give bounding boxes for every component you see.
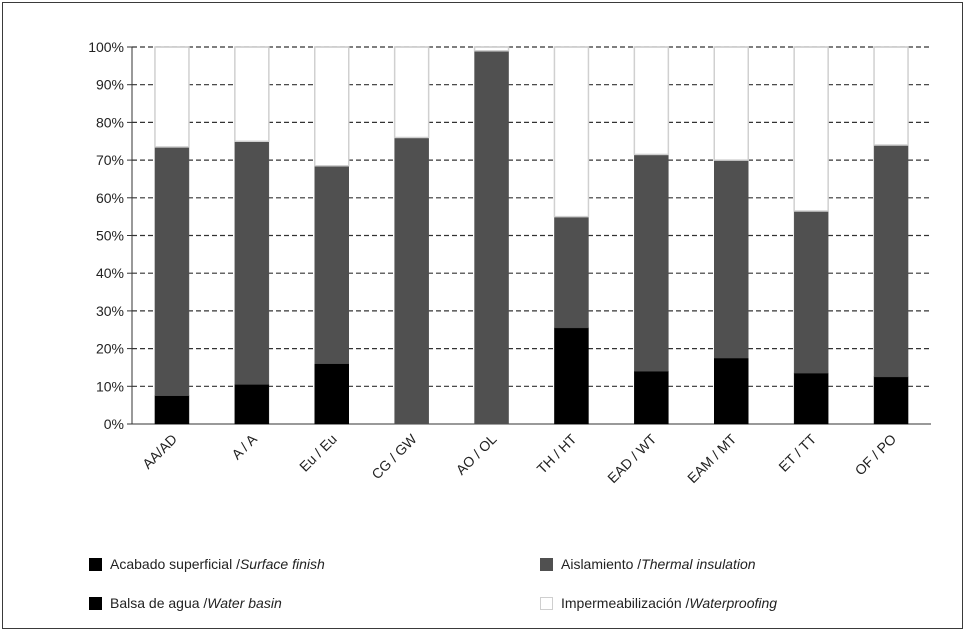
bar-segment xyxy=(634,370,669,425)
x-tick-label: AO / OL xyxy=(453,431,500,478)
bar-segment xyxy=(873,46,909,146)
y-tick-label: 0% xyxy=(104,416,124,432)
bar-segment xyxy=(314,46,350,167)
stacked-bar-chart: 0% 10% 20% 30% 40% 50% 60% 70% 80% 90% 100% AA/AD A … xyxy=(88,39,931,487)
legend-swatch-surface-finish xyxy=(89,557,102,571)
bar-segment xyxy=(314,165,349,364)
legend-swatch-water-basin xyxy=(89,596,102,610)
bar-segment xyxy=(793,46,829,212)
legend-label-thermal-insulation-italic: Thermal insulation xyxy=(641,556,756,572)
bar-segment xyxy=(154,46,190,148)
legend-item-waterproofing: Impermeabilización / Waterproofing xyxy=(540,595,777,611)
legend-label-waterproofing-plain: Impermeabilización / xyxy=(561,595,690,611)
bar-segment xyxy=(554,327,589,425)
bar-segment xyxy=(793,210,829,374)
y-tick-label: 50% xyxy=(96,228,124,244)
bar-segment xyxy=(314,363,349,425)
y-tick-label: 80% xyxy=(96,114,124,130)
bar-segment xyxy=(793,372,829,425)
bar-segment xyxy=(234,141,270,385)
y-tick-label: 90% xyxy=(96,77,124,93)
x-tick-label: EAD / WT xyxy=(604,431,660,487)
bar-segment xyxy=(474,50,509,425)
bar-segment xyxy=(873,144,909,378)
x-tick-label: OF / PO xyxy=(852,431,900,479)
bar-segment xyxy=(714,159,749,359)
bar-segment xyxy=(553,46,590,218)
legend-label-surface-finish-plain: Acabado superficial / xyxy=(110,556,240,572)
x-tick-label: AA/AD xyxy=(139,431,180,472)
bar-segment xyxy=(714,357,749,425)
x-tick-label: A / A xyxy=(228,430,260,462)
y-tick-label: 100% xyxy=(88,39,124,55)
bar-segment xyxy=(713,46,749,161)
bar-segment xyxy=(873,376,909,425)
x-tick-label: EAM / MT xyxy=(684,431,740,487)
bar-segment xyxy=(154,395,190,425)
bar-segment xyxy=(154,146,190,396)
y-tick-label: 20% xyxy=(96,341,124,357)
bar-segment xyxy=(554,216,589,329)
legend-label-surface-finish-italic: Surface finish xyxy=(239,556,325,572)
legend-label-thermal-insulation-plain: Aislamiento / xyxy=(561,556,642,572)
legend-item-thermal-insulation: Aislamiento / Thermal insulation xyxy=(540,556,756,572)
x-tick-label: ET / TT xyxy=(775,430,819,474)
bar-segment xyxy=(393,46,430,139)
y-tick-label: 60% xyxy=(96,190,124,206)
bar-segment xyxy=(394,137,429,425)
x-tick-label: Eu / Eu xyxy=(296,431,340,475)
y-tick-label: 70% xyxy=(96,152,124,168)
y-tick-label: 30% xyxy=(96,303,124,319)
legend-label-water-basin-italic: Water basin xyxy=(207,595,282,611)
legend-item-surface-finish: Acabado superficial / Surface finish xyxy=(89,556,325,572)
bar-segment xyxy=(634,154,669,372)
legend-item-water-basin: Balsa de agua / Water basin xyxy=(89,595,282,611)
x-tick-label: TH / HT xyxy=(534,430,580,476)
y-tick-label: 40% xyxy=(96,265,124,281)
legend-swatch-thermal-insulation xyxy=(540,557,553,571)
x-tick-label: CG / GW xyxy=(368,430,420,482)
y-tick-label: 10% xyxy=(96,378,124,394)
legend-swatch-waterproofing xyxy=(540,596,553,610)
bar-segment xyxy=(234,46,270,142)
legend-label-waterproofing-italic: Waterproofing xyxy=(689,595,778,611)
bar-segment xyxy=(234,384,270,425)
bar-segment xyxy=(633,46,670,156)
legend-label-water-basin-plain: Balsa de agua / xyxy=(110,595,208,611)
